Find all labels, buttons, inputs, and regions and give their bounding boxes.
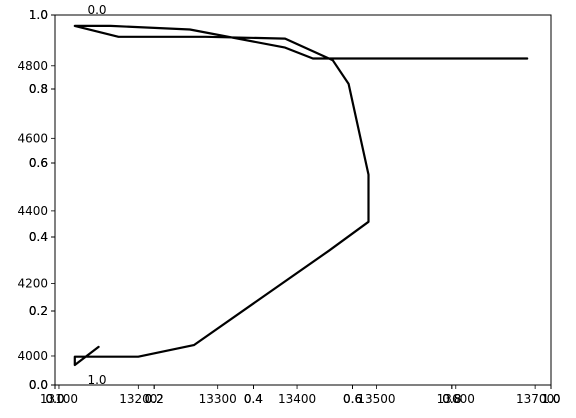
unit-axes-0-x-tick-1: 0.2: [145, 392, 164, 406]
data-x-tick-5: 13600: [437, 392, 475, 406]
unit-axes-0-y-tick-4: 0.8: [29, 82, 48, 96]
unit-axes-1-y-tick-0: 0.0: [29, 378, 48, 392]
unit-axes-1-y-tick-4: 0.8: [29, 82, 48, 96]
series-line-0: [73, 24, 529, 367]
unit-axes-0-x-tick-3: 0.6: [343, 392, 362, 406]
data-y-tick-2: 4400: [17, 204, 48, 218]
data-x-tick-1: 13200: [119, 392, 157, 406]
unit-axes-2-y-tick-0: 0.0: [29, 378, 48, 392]
plot-area: [55, 15, 551, 385]
unit-axes-2-x-tick-0: 0.0: [45, 392, 64, 406]
unit-axes-1-x-tick-1: 0.2: [145, 392, 164, 406]
data-x-tick-0: 13100: [40, 392, 78, 406]
data-x-tick-6: 13700: [516, 392, 554, 406]
unit-axes-1-x-tick-3: 0.6: [343, 392, 362, 406]
unit-axes-1-x-tick-0: 0.0: [45, 392, 64, 406]
data-y-tick-3: 4600: [17, 131, 48, 145]
unit-axes-0-x-tick-4: 0.8: [442, 392, 461, 406]
unit-axes-2-x-tick-2: 0.4: [244, 392, 263, 406]
axes-layer: 0.0 0.2 0.4 0.6 0.8 1.00.00.20.40.60.81.00.0 0…: [17, 3, 560, 406]
unit-axes-2-x-tick-1: 0.2: [145, 392, 164, 406]
data-x-tick-2: 13300: [199, 392, 237, 406]
unit-axes-2-y-tick-3: 0.6: [29, 156, 48, 170]
unit-axes-0-y-tick-3: 0.6: [29, 156, 48, 170]
data-y-tick-4: 4800: [17, 59, 48, 73]
twin-top-tick: 0.0: [87, 3, 106, 17]
unit-axes-0-y-tick-2: 0.4: [29, 230, 48, 244]
unit-axes-0-x-tick-2: 0.4: [244, 392, 263, 406]
unit-axes-0-y-tick-5: 1.0: [29, 8, 48, 22]
series-layer: [73, 24, 529, 367]
unit-axes-2-y-tick-2: 0.4: [29, 230, 48, 244]
unit-axes-1-y-tick-3: 0.6: [29, 156, 48, 170]
unit-axes-1-y-tick-2: 0.4: [29, 230, 48, 244]
unit-axes-1-x-tick-4: 0.8: [442, 392, 461, 406]
unit-axes-1-x-tick-2: 0.4: [244, 392, 263, 406]
unit-axes-1-x-tick-5: 1.0: [541, 392, 560, 406]
axes-frame: [54, 14, 552, 386]
data-x-tick-3: 13400: [278, 392, 316, 406]
unit-axes-1-y-tick-1: 0.2: [29, 304, 48, 318]
unit-axes-0-x-tick-5: 1.0: [541, 392, 560, 406]
unit-axes-1-y-tick-5: 1.0: [29, 8, 48, 22]
data-x-tick-4: 13500: [357, 392, 395, 406]
unit-axes-2-x-tick-5: 1.0: [541, 392, 560, 406]
unit-axes-0-y-tick-0: 0.0: [29, 378, 48, 392]
data-y-tick-0: 4000: [17, 349, 48, 363]
unit-axes-2-y-tick-1: 0.2: [29, 304, 48, 318]
twin-bottom-tick: 1.0: [87, 373, 106, 387]
unit-axes-0-x-tick-0: 0.0: [45, 392, 64, 406]
unit-axes-2-y-tick-4: 0.8: [29, 82, 48, 96]
unit-axes-0-y-tick-1: 0.2: [29, 304, 48, 318]
unit-axes-2-x-tick-4: 0.8: [442, 392, 461, 406]
unit-axes-2-x-tick-3: 0.6: [343, 392, 362, 406]
unit-axes-2-y-tick-5: 1.0: [29, 8, 48, 22]
data-y-tick-1: 4200: [17, 276, 48, 290]
plot-background: [55, 15, 551, 385]
